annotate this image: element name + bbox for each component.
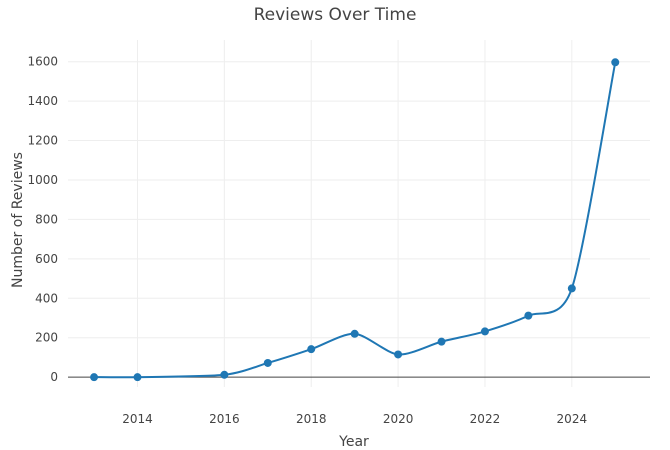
x-tick-label: 2024 bbox=[557, 412, 588, 426]
y-tick-label: 600 bbox=[35, 252, 58, 266]
x-axis-title: Year bbox=[338, 434, 369, 450]
x-tick-labels: 2014 2016 2018 2020 2022 2024 bbox=[122, 412, 587, 426]
y-axis-title: Number of Reviews bbox=[10, 152, 26, 288]
x-gridlines bbox=[136, 40, 573, 387]
y-tick-label: 1400 bbox=[27, 94, 58, 108]
y-tick-labels: 0 200 400 600 800 1000 1200 1400 1600 bbox=[27, 55, 58, 384]
x-tick-label: 2020 bbox=[383, 412, 414, 426]
data-point bbox=[437, 337, 446, 346]
y-tick-label: 1600 bbox=[27, 55, 58, 69]
y-tick-label: 400 bbox=[35, 291, 58, 305]
data-point bbox=[220, 370, 229, 379]
data-point bbox=[524, 311, 533, 320]
y-tick-label: 1200 bbox=[27, 134, 58, 148]
x-tick-label: 2018 bbox=[296, 412, 327, 426]
data-point bbox=[567, 284, 576, 293]
y-tick-label: 800 bbox=[35, 212, 58, 226]
y-tick-label: 0 bbox=[50, 370, 58, 384]
y-tick-label: 1000 bbox=[27, 173, 58, 187]
data-point bbox=[263, 358, 272, 367]
data-point bbox=[611, 58, 620, 67]
data-point bbox=[307, 345, 316, 354]
data-point bbox=[350, 329, 359, 338]
y-tick-label: 200 bbox=[35, 331, 58, 345]
chart-title: Reviews Over Time bbox=[254, 5, 417, 25]
data-point bbox=[90, 373, 99, 382]
x-tick-label: 2016 bbox=[209, 412, 240, 426]
data-point bbox=[133, 373, 142, 382]
x-tick-label: 2022 bbox=[470, 412, 501, 426]
data-point bbox=[394, 350, 403, 359]
data-point-markers bbox=[90, 58, 620, 382]
x-tick-label: 2014 bbox=[122, 412, 153, 426]
y-gridlines bbox=[68, 61, 650, 378]
data-point bbox=[480, 327, 489, 336]
